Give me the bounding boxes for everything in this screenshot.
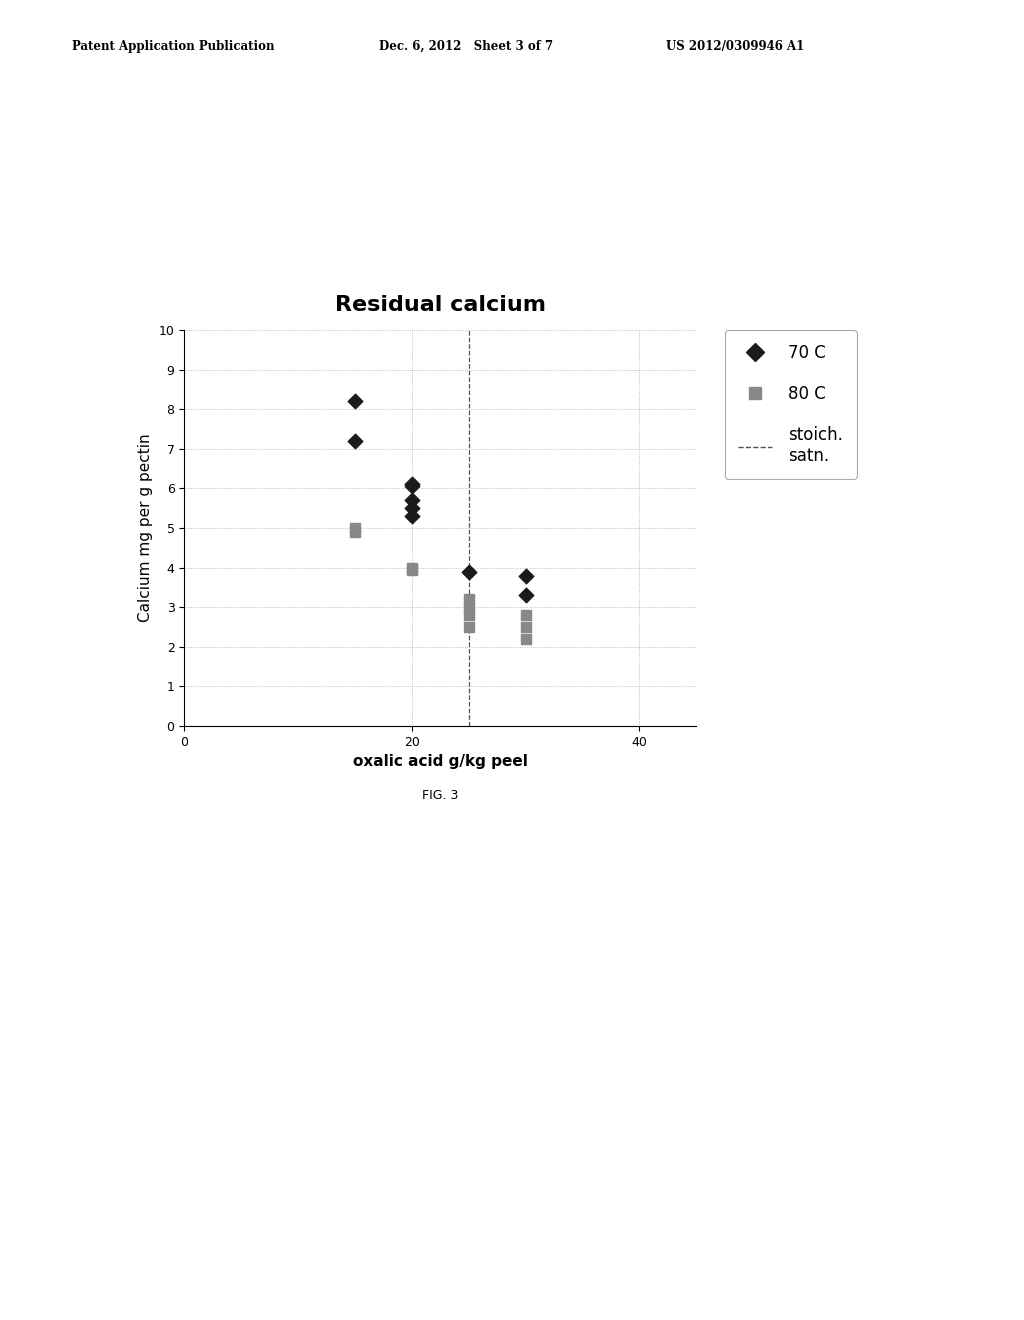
80 C [403,557,420,578]
80 C [461,589,477,610]
70 C [517,585,534,606]
Text: Dec. 6, 2012   Sheet 3 of 7: Dec. 6, 2012 Sheet 3 of 7 [379,40,553,53]
Legend: 70 C, 80 C, stoich.
satn.: 70 C, 80 C, stoich. satn. [725,330,857,479]
70 C [403,498,420,519]
80 C [517,628,534,649]
70 C [403,506,420,527]
70 C [403,474,420,495]
Text: FIG. 3: FIG. 3 [422,788,459,801]
70 C [517,565,534,586]
70 C [347,430,364,451]
80 C [347,521,364,543]
80 C [461,616,477,638]
Text: Patent Application Publication: Patent Application Publication [72,40,274,53]
Title: Residual calcium: Residual calcium [335,294,546,314]
70 C [461,561,477,582]
70 C [403,490,420,511]
80 C [517,605,534,626]
80 C [461,597,477,618]
80 C [461,605,477,626]
X-axis label: oxalic acid g/kg peel: oxalic acid g/kg peel [353,754,527,770]
70 C [403,475,420,496]
Text: US 2012/0309946 A1: US 2012/0309946 A1 [666,40,804,53]
80 C [403,560,420,581]
Y-axis label: Calcium mg per g pectin: Calcium mg per g pectin [138,434,154,622]
80 C [517,616,534,638]
70 C [347,391,364,412]
80 C [347,517,364,539]
